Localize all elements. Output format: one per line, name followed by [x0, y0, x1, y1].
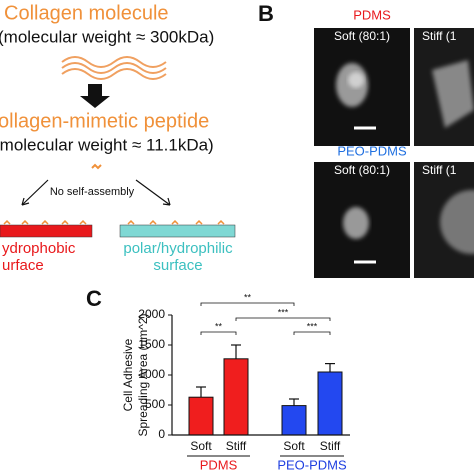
surface — [119, 224, 236, 238]
title: ollagen-mimetic peptide — [0, 110, 209, 132]
sig-label: *** — [307, 321, 318, 331]
y-tick-label: 2000 — [138, 307, 165, 321]
cell — [343, 207, 369, 239]
bar — [317, 371, 343, 436]
bar — [223, 358, 249, 436]
sig-label: *** — [278, 307, 289, 317]
panel-label: C — [86, 286, 102, 311]
chart: 0 500 1000 1500 2000 Soft Stiff Soft Stiff PDMS PE… — [138, 292, 350, 472]
x-tick-label: Stiff — [320, 439, 341, 453]
y-tick-label: 0 — [158, 427, 165, 441]
arrow — [80, 84, 110, 108]
x-tick-label: Soft — [190, 439, 212, 453]
surface — [0, 224, 93, 238]
peptides — [3, 219, 225, 225]
text: (molecular weight ≈ 300kDa) — [0, 27, 214, 46]
arrows — [21, 179, 171, 206]
y-tick-label: 500 — [145, 397, 165, 411]
sig-bracket — [235, 317, 331, 321]
row-label: PDMS — [353, 7, 391, 22]
sig-bracket — [200, 302, 295, 306]
y-axis-label: Cell Adhesive Spreading Area (um^2) — [121, 313, 150, 436]
title: Collagen molecule — [4, 2, 169, 24]
text: (molecular weight ≈ 11.1kDa) — [0, 135, 214, 154]
group-label: PDMS — [200, 457, 238, 472]
cell — [432, 60, 474, 128]
bar — [281, 405, 307, 436]
cell — [348, 72, 364, 88]
y-label: Spreading Area (um^2) — [136, 313, 150, 436]
cell — [440, 190, 474, 254]
peptide — [91, 163, 102, 170]
x-tick-label: Stiff — [226, 439, 247, 453]
text: surface — [153, 257, 202, 274]
label: Soft (80:1) — [334, 163, 390, 177]
bar — [188, 396, 214, 436]
text: urface — [2, 257, 44, 274]
y-tick-label: 1000 — [138, 367, 165, 381]
label: Stiff (1 — [422, 29, 457, 43]
label: Soft (80:1) — [334, 29, 390, 43]
x-tick-label: Soft — [283, 439, 305, 453]
y-label: Cell Adhesive — [121, 338, 135, 411]
helix — [61, 56, 167, 80]
y-tick-label: 1500 — [138, 337, 165, 351]
sig-label: ** — [244, 292, 252, 302]
group-label: PEO-PDMS — [277, 457, 347, 472]
sig-bracket — [200, 331, 237, 335]
text: polar/hydrophilic — [123, 240, 233, 257]
sig-bracket — [293, 331, 331, 335]
text: ydrophobic — [2, 240, 76, 257]
row-label: PEO-PDMS — [337, 143, 407, 158]
label: Stiff (1 — [422, 163, 457, 177]
text: No self-assembly — [50, 186, 135, 198]
panel-label: B — [258, 1, 274, 26]
sig-label: ** — [215, 321, 223, 331]
